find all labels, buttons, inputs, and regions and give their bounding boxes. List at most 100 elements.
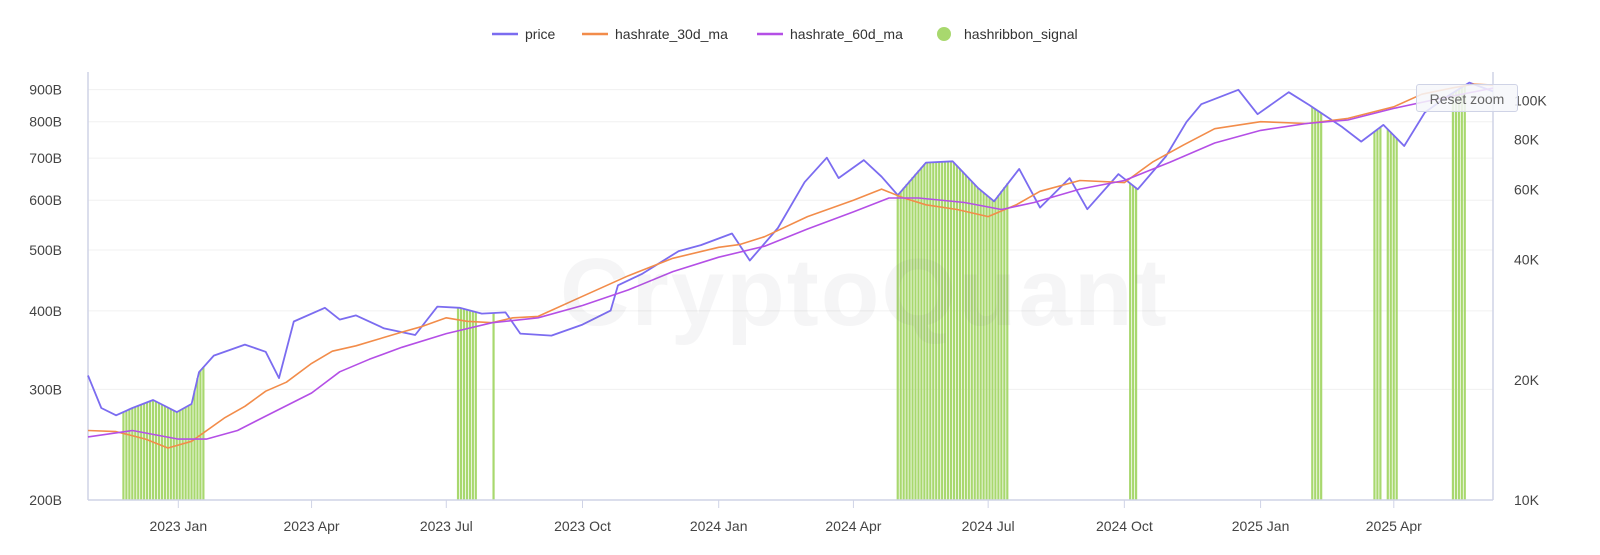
legend-label: hashrate_60d_ma (790, 26, 903, 42)
hashribbon-signal-bar (985, 195, 988, 501)
series-line-hashrate-30d-ma (87, 83, 1494, 449)
hashribbon-signal-bar (1463, 85, 1466, 500)
hashribbon-signal-bar (1376, 129, 1379, 500)
hashribbon-signal-bar (1389, 132, 1392, 500)
hashribbon-signal-bar (911, 177, 914, 500)
hashribbon-signal-bar (926, 162, 929, 500)
hashribbon-signal-bar (946, 161, 950, 500)
hashribbon-signal-bar (1457, 88, 1460, 500)
legend-marker (937, 27, 951, 41)
hashribbon-signal-bar (181, 408, 184, 500)
hashribbon-signal-bar (468, 310, 471, 500)
legend-item-hashrate-60d-ma[interactable]: hashrate_60d_ma (757, 26, 903, 42)
hashribbon-signal-bar (154, 401, 158, 500)
hashribbon-signal-bar (929, 162, 932, 500)
hashribbon-signal-bar (131, 407, 134, 500)
hashribbon-signal-bar (949, 161, 953, 500)
hashribbon-signal-bar (973, 184, 976, 500)
hashribbon-signal-bar (994, 199, 997, 500)
legend-label: hashribbon_signal (964, 26, 1078, 42)
x-tick-label: 2023 Apr (284, 518, 340, 534)
hashribbon-signal-bar (1386, 129, 1389, 500)
y-left-tick-label: 900B (29, 82, 62, 98)
hashribbon-signal-bar (1006, 183, 1009, 501)
x-tick-label: 2023 Jul (420, 518, 473, 534)
legend-item-hashrate-30d-ma[interactable]: hashrate_30d_ma (582, 26, 728, 42)
axes: 200B 300B 400B 500B 600B 700B 800B 900B 10K 20K 40… (29, 72, 1547, 534)
y-left-tick-label: 700B (29, 150, 62, 166)
x-tick-label: 2023 Jan (150, 518, 208, 534)
y-right-tick-label: 40K (1514, 252, 1540, 268)
hashribbon-signal-bar (979, 190, 982, 500)
hashribbon-signal-bar (938, 161, 941, 500)
hashribbon-signal-bar (459, 308, 463, 500)
hashribbon-signal-bar (896, 195, 899, 500)
legend[interactable]: price hashrate_30d_ma hashrate_60d_ma hashr… (492, 26, 1078, 42)
legend-label: hashrate_30d_ma (615, 26, 728, 42)
hashribbon-signal-bar (935, 162, 938, 500)
x-tick-label: 2023 Oct (554, 518, 611, 534)
hashribbon-signal-bar (1460, 87, 1463, 500)
hashribbon-signal-bar (902, 187, 905, 500)
hashribbon-signal-bar (148, 401, 152, 500)
hashribbon-signal-bar (160, 404, 164, 500)
hashribbon-signal-bar (958, 168, 962, 500)
hashribbon-signal-bar (1129, 183, 1132, 500)
y-left-tick-label: 600B (29, 192, 62, 208)
series-lines (87, 81, 1494, 449)
hashribbon-signal-bar (908, 180, 911, 500)
hashribbon-signal-bar (1000, 191, 1003, 501)
hashribbon-signal-bar (122, 411, 125, 500)
hashribbon-signal-bar (970, 181, 973, 500)
hashribbon-signal-bar (471, 311, 474, 500)
hashribbon-signal-bar (1134, 188, 1138, 501)
hashribbon-signal-bar (190, 403, 193, 500)
y-left-tick-label: 800B (29, 114, 62, 130)
y-left-tick-label: 500B (29, 242, 62, 258)
hashribbon-signal-bar (952, 162, 956, 500)
hashribbon-signal-bar (193, 390, 196, 500)
hashribbon-signal-bar (899, 191, 902, 500)
hashribbon-signal-bar (184, 407, 187, 500)
hashribbon-signal-bar (1311, 106, 1314, 501)
hashribbon-signal-bar (923, 164, 926, 500)
hashribbon-signal-bar (172, 410, 175, 500)
hashribbon-signal-bar (134, 406, 137, 500)
hashribbon-signal-bar (163, 405, 166, 500)
hashribbon-signal-bar (140, 404, 143, 500)
series-line-price (87, 81, 1494, 417)
hashribbon-signal-bar (964, 174, 967, 500)
hashribbon-signal-bar (1392, 135, 1395, 500)
y-right-tick-label: 20K (1514, 372, 1540, 388)
hashribbon-signal-bar (1451, 92, 1455, 501)
y-left-tick-label: 400B (29, 303, 62, 319)
hashribbon-signal-bar (941, 161, 944, 500)
legend-item-hashribbon-signal[interactable]: hashribbon_signal (937, 26, 1078, 42)
hashribbon-signal-bar (920, 167, 923, 501)
hashribbon-signal-bar (917, 170, 920, 501)
hashribbon-signal-bar (1379, 126, 1382, 500)
y-right-tick-label: 80K (1514, 131, 1540, 147)
hashribbon-signal-bars (122, 85, 1466, 501)
hashribbon-signal-bar (157, 402, 161, 500)
hashribbon-signal-bar (955, 165, 959, 500)
hashribbon-signal-bar (1395, 138, 1398, 500)
hashribbon-signal-bar (988, 197, 991, 501)
reset-zoom-button[interactable]: Reset zoom (1416, 84, 1518, 112)
hashribbon-signal-bar (178, 410, 181, 500)
hashribbon-signal-bar (932, 162, 935, 501)
hashribbon-signal-bar (125, 410, 128, 500)
hashribbon-signal-bar (982, 192, 985, 500)
hashribbon-signal-bar (961, 171, 964, 500)
legend-item-price[interactable]: price (492, 26, 556, 42)
hashribbon-signal-bar (976, 187, 979, 500)
legend-label: price (525, 26, 556, 42)
series-line-hashrate-60d-ma (87, 87, 1494, 440)
hashribbon-signal-bar (166, 407, 169, 500)
hashribbon-signal-bar (137, 405, 140, 500)
grid (88, 89, 1493, 501)
hashribbon-signal-bar (1132, 185, 1135, 500)
x-tick-label: 2025 Apr (1366, 518, 1422, 534)
